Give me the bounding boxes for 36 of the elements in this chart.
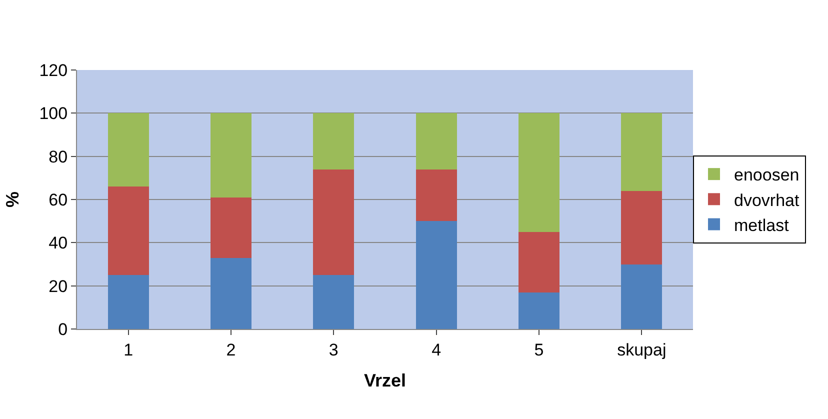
x-tick-label: 1 [124, 340, 134, 360]
bar [313, 275, 354, 329]
bar [518, 113, 560, 232]
y-tick-label: 20 [48, 276, 68, 296]
legend-label: dvovrhat [734, 190, 800, 210]
y-axis-title: % [2, 191, 22, 208]
y-tick-label: 40 [48, 234, 68, 253]
bar [416, 113, 457, 170]
bar [108, 275, 149, 329]
legend-label: metlast [734, 216, 790, 235]
bar [108, 113, 149, 187]
x-tick-label: 4 [432, 340, 442, 360]
y-tick-label: 60 [48, 190, 68, 210]
bar [416, 169, 457, 222]
bar [621, 113, 662, 191]
bar [210, 197, 252, 258]
bar [621, 264, 662, 329]
x-tick-label: 5 [534, 340, 544, 360]
y-tick-label: 120 [39, 60, 68, 80]
bar [108, 186, 149, 276]
bar [621, 190, 662, 264]
bar [210, 113, 252, 198]
x-tick-label: skupaj [617, 340, 666, 360]
x-tick-label: 2 [226, 340, 236, 360]
x-axis-title: Vrzel [364, 370, 406, 390]
bar [313, 169, 354, 276]
bar [416, 221, 457, 329]
bar [313, 113, 354, 170]
bar [518, 292, 560, 329]
y-tick-label: 80 [48, 147, 68, 166]
x-tick-label: 3 [328, 340, 338, 360]
y-tick-label: 100 [39, 104, 68, 124]
bar [210, 258, 252, 329]
legend-label: enoosen [734, 166, 800, 185]
bar [518, 232, 560, 292]
y-tick-label: 0 [58, 320, 68, 339]
